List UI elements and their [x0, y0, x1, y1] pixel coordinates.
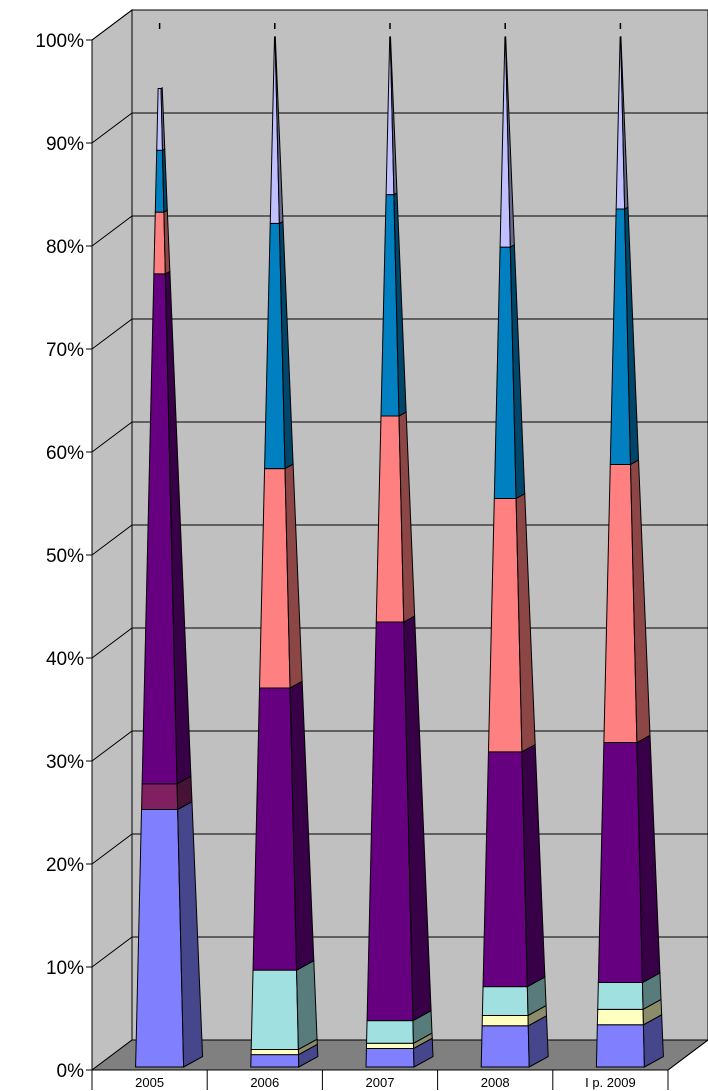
x-tick-label: 2008: [481, 1075, 510, 1090]
pyramid-segment: [365, 1042, 415, 1049]
y-tick-label: 80%: [46, 237, 84, 258]
pyramid-segment: [141, 783, 179, 810]
pyramid-segment: [480, 1025, 530, 1068]
pyramid-segment-side: [620, 36, 629, 210]
x-tick-label: 2006: [250, 1075, 279, 1090]
y-tick-label: 10%: [46, 958, 84, 979]
y-axis-labels: 0% 10% 20% 30% 40% 50% 60% 70% 80% 90% 100%: [35, 31, 84, 1082]
x-axis-depth: [667, 1039, 708, 1071]
axes: [86, 39, 708, 1090]
pyramid-segment-side: [389, 36, 398, 196]
pyramid-segment: [252, 687, 298, 971]
pyramid-segment: [135, 809, 185, 1068]
pyramid-segment-side: [296, 959, 318, 1051]
pyramid-segment: [595, 1024, 645, 1068]
pyramid-segment: [250, 1048, 300, 1056]
gridline-side: [91, 524, 133, 556]
y-tick-label: 60%: [46, 443, 84, 464]
pyramid-segment: [250, 969, 299, 1050]
pyramid-segment: [250, 1054, 300, 1068]
pyramid-segment: [153, 211, 166, 275]
x-tick-label: 2005: [135, 1075, 164, 1090]
gridline-side: [91, 833, 133, 865]
gridline-side: [91, 627, 133, 659]
pyramid-segment: [365, 1047, 415, 1068]
pyramid-segment-side: [160, 87, 166, 152]
gridline-side: [91, 421, 133, 453]
y-tick-label: 50%: [46, 546, 84, 567]
pyramid-segment: [366, 1020, 414, 1044]
y-tick-label: 100%: [35, 31, 84, 52]
y-tick-label: 40%: [46, 649, 84, 670]
pyramid-segment: [481, 1015, 529, 1027]
gridline-side: [91, 9, 133, 41]
gridline-side: [91, 936, 133, 968]
y-tick-label: 20%: [46, 855, 84, 876]
x-axis-labels: 2005 2006 2007 2008 I p. 2009: [135, 1075, 636, 1090]
pyramid-segment-side: [504, 36, 515, 248]
pyramid-segment: [481, 986, 529, 1016]
x-tick-label: I p. 2009: [585, 1075, 636, 1090]
gridline-side: [91, 730, 133, 762]
y-tick-label: 30%: [46, 752, 84, 773]
pyramid-segment: [597, 982, 644, 1010]
y-tick-label: 0%: [57, 1061, 85, 1082]
pyramid-segment: [596, 1008, 644, 1026]
pyramid-segment: [597, 742, 643, 984]
x-tick-label: 2007: [366, 1075, 395, 1090]
pyramid-segment-side: [274, 36, 284, 225]
y-tick-label: 70%: [46, 340, 84, 361]
gridline-side: [91, 112, 133, 144]
gridline-side: [91, 215, 133, 247]
pyramid-segment: [482, 751, 528, 988]
y-tick-label: 90%: [46, 134, 84, 155]
gridline-side: [91, 318, 133, 350]
bars: [135, 23, 664, 1068]
